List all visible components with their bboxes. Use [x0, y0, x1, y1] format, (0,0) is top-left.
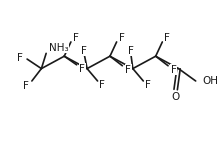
Text: F: F	[128, 46, 134, 56]
Text: OH: OH	[202, 76, 218, 86]
Text: F: F	[99, 80, 105, 90]
Text: F: F	[23, 81, 29, 91]
Text: F: F	[164, 33, 170, 43]
Text: F: F	[125, 65, 131, 75]
Text: F: F	[73, 33, 79, 43]
Text: O: O	[171, 92, 180, 102]
Text: F: F	[80, 64, 85, 74]
Text: F: F	[118, 33, 124, 43]
Text: F: F	[145, 80, 151, 90]
Text: F: F	[81, 46, 87, 56]
Text: NH₃: NH₃	[49, 43, 69, 53]
Text: F: F	[171, 65, 177, 75]
Text: F: F	[17, 53, 23, 63]
